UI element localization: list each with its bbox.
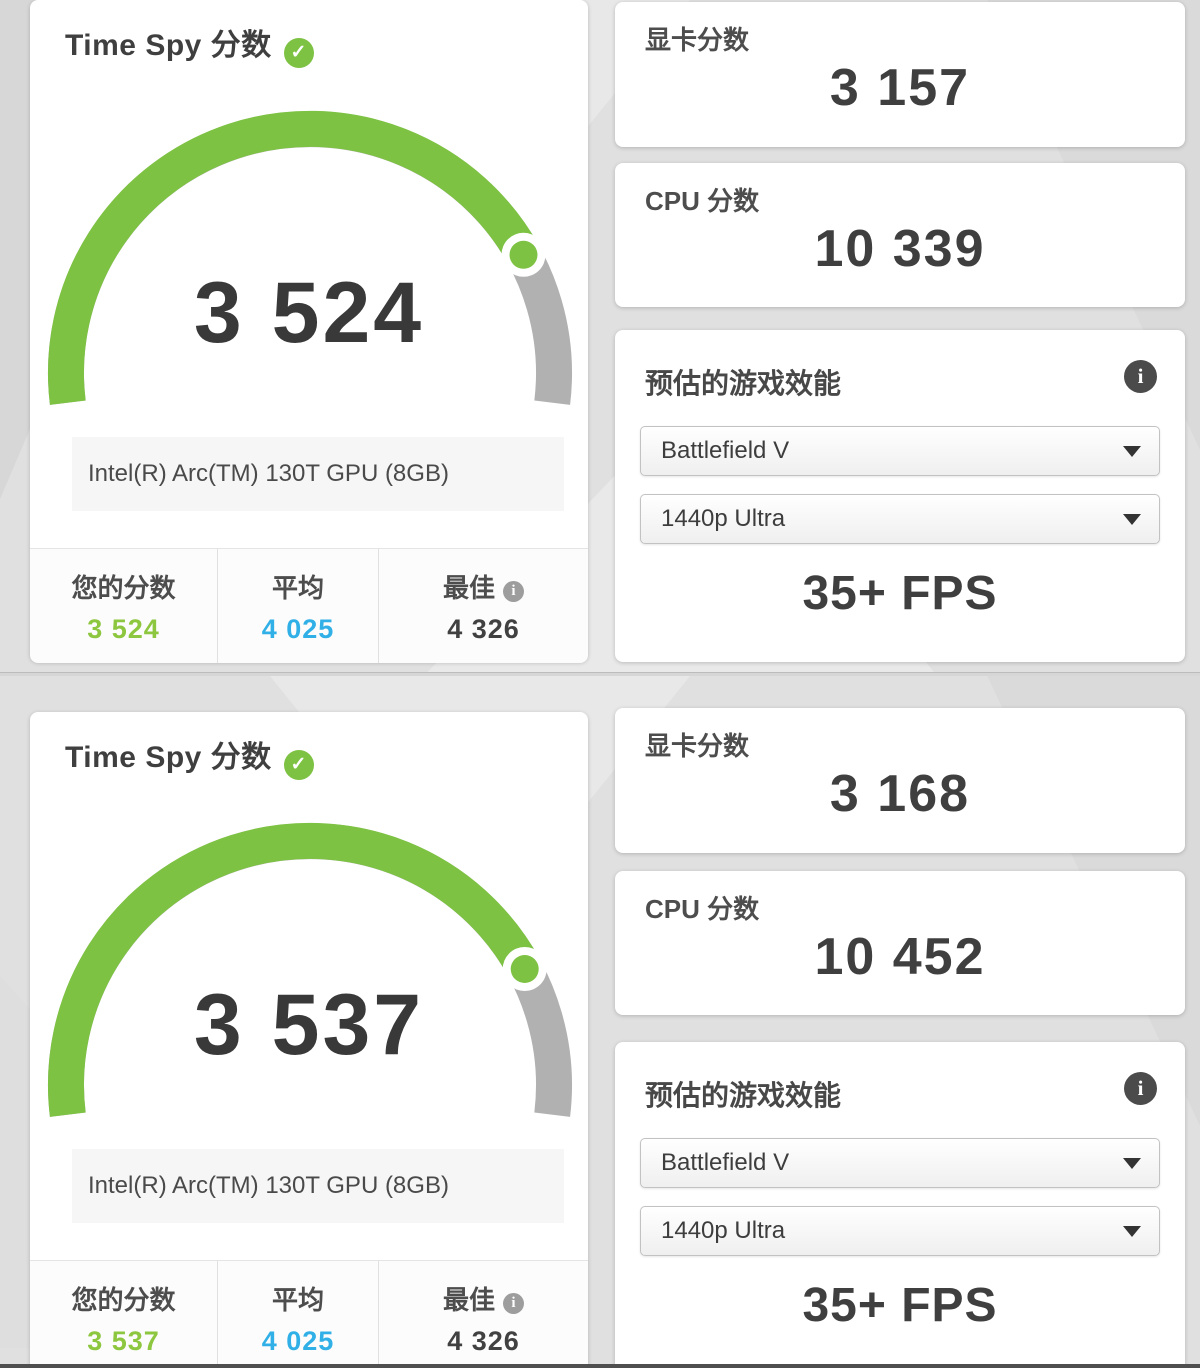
score-gauge <box>30 86 588 420</box>
chevron-down-icon <box>1123 514 1141 525</box>
best-score-label: 最佳 i <box>443 1280 524 1317</box>
your-score-label: 您的分数 <box>71 572 176 603</box>
gauge-progress-arc <box>48 110 540 405</box>
timespy-title-text: Time Spy 分数 <box>65 29 272 62</box>
graphics-score-label: 显卡分数 <box>645 25 750 55</box>
timespy-score-card: Time Spy 分数 ✓ 3 537 Intel(R) Arc(TM) 130T… <box>30 712 588 1368</box>
graphics-score-value: 3 168 <box>829 765 971 823</box>
cpu-score-label: CPU 分数 <box>645 186 760 216</box>
game-performance-title: 预估的游戏效能 <box>645 1080 842 1111</box>
graphics-score-label: 显卡分数 <box>645 731 750 761</box>
cpu-score-value: 10 339 <box>814 220 986 278</box>
best-score-column: 最佳 i 4 326 <box>379 1261 588 1368</box>
score-gauge <box>30 798 588 1132</box>
valid-check-icon: ✓ <box>283 750 314 780</box>
average-score-label: 平均 <box>271 1284 324 1315</box>
your-score-column: 您的分数 3 524 <box>30 549 217 663</box>
preset-select[interactable]: 1440p Ultra <box>640 494 1160 544</box>
estimated-fps: 35+ FPS <box>802 567 998 620</box>
preset-select[interactable]: 1440p Ultra <box>640 1206 1160 1256</box>
chevron-down-icon <box>1123 1226 1141 1237</box>
gauge-knob-dot <box>510 955 539 983</box>
best-score-value: 4 326 <box>447 1325 520 1356</box>
timespy-title: Time Spy 分数 ✓ <box>65 732 314 780</box>
cpu-score-value: 10 452 <box>814 928 986 986</box>
game-performance-card: 预估的游戏效能 i Battlefield V 1440p Ultra 35+ … <box>615 1042 1185 1368</box>
cpu-score-card: CPU 分数 10 452 <box>615 871 1185 1015</box>
graphics-score-card: 显卡分数 3 168 <box>615 708 1185 853</box>
average-score-column: 平均 4 025 <box>217 549 379 663</box>
section-divider <box>0 673 1200 676</box>
average-score-column: 平均 4 025 <box>217 1261 379 1368</box>
graphics-score-card: 显卡分数 3 157 <box>615 2 1185 147</box>
info-icon[interactable]: i <box>1124 360 1157 393</box>
preset-select-value: 1440p Ultra <box>661 1217 786 1244</box>
best-info-icon[interactable]: i <box>503 580 524 602</box>
timespy-score-card: Time Spy 分数 ✓ 3 524 Intel(R) Arc(TM) 130T… <box>30 0 588 663</box>
chevron-down-icon <box>1123 446 1141 457</box>
graphics-score-value: 3 157 <box>829 59 971 117</box>
best-score-value: 4 326 <box>447 613 520 644</box>
score-comparison-footer: 您的分数 3 537 平均 4 025 最佳 i 4 326 <box>30 1260 588 1368</box>
game-select-value: Battlefield V <box>661 1149 790 1176</box>
gpu-name-box: Intel(R) Arc(TM) 130T GPU (8GB) <box>72 1149 564 1223</box>
total-score: 3 537 <box>193 977 425 1073</box>
timespy-title-text: Time Spy 分数 <box>65 741 272 774</box>
best-info-icon[interactable]: i <box>503 1292 524 1314</box>
info-icon[interactable]: i <box>1124 1072 1157 1105</box>
average-score-value: 4 025 <box>261 1325 335 1356</box>
game-performance-title: 预估的游戏效能 <box>645 368 842 399</box>
preset-select-value: 1440p Ultra <box>661 505 786 532</box>
best-score-label: 最佳 i <box>443 568 524 605</box>
result-panel-bottom: Time Spy 分数 ✓ 3 537 Intel(R) Arc(TM) 130T… <box>0 676 1200 1368</box>
your-score-column: 您的分数 3 537 <box>30 1261 217 1368</box>
your-score-value: 3 524 <box>87 613 160 644</box>
best-score-label-text: 最佳 <box>442 572 495 603</box>
best-score-label-text: 最佳 <box>442 1284 495 1315</box>
your-score-value: 3 537 <box>87 1325 160 1356</box>
best-score-column: 最佳 i 4 326 <box>379 549 588 663</box>
gauge-progress-arc <box>48 822 541 1117</box>
gpu-name-box: Intel(R) Arc(TM) 130T GPU (8GB) <box>72 437 564 511</box>
gauge-knob-dot <box>509 240 538 269</box>
result-panel-top: Time Spy 分数 ✓ 3 524 Intel(R) Arc(TM) 130T… <box>0 0 1200 673</box>
cpu-score-label: CPU 分数 <box>645 894 760 924</box>
average-score-value: 4 025 <box>261 613 335 644</box>
game-performance-card: 预估的游戏效能 i Battlefield V 1440p Ultra 35+ … <box>615 330 1185 662</box>
game-select[interactable]: Battlefield V <box>640 426 1160 476</box>
your-score-label: 您的分数 <box>71 1284 176 1315</box>
screenshot-bottom-edge <box>0 1364 1200 1368</box>
valid-check-icon: ✓ <box>283 38 314 68</box>
timespy-title: Time Spy 分数 ✓ <box>65 20 314 68</box>
chevron-down-icon <box>1123 1158 1141 1169</box>
cpu-score-card: CPU 分数 10 339 <box>615 163 1185 307</box>
game-select-value: Battlefield V <box>661 437 790 464</box>
total-score: 3 524 <box>193 265 425 361</box>
estimated-fps: 35+ FPS <box>802 1279 998 1332</box>
average-score-label: 平均 <box>271 572 324 603</box>
game-select[interactable]: Battlefield V <box>640 1138 1160 1188</box>
score-comparison-footer: 您的分数 3 524 平均 4 025 最佳 i 4 326 <box>30 548 588 663</box>
